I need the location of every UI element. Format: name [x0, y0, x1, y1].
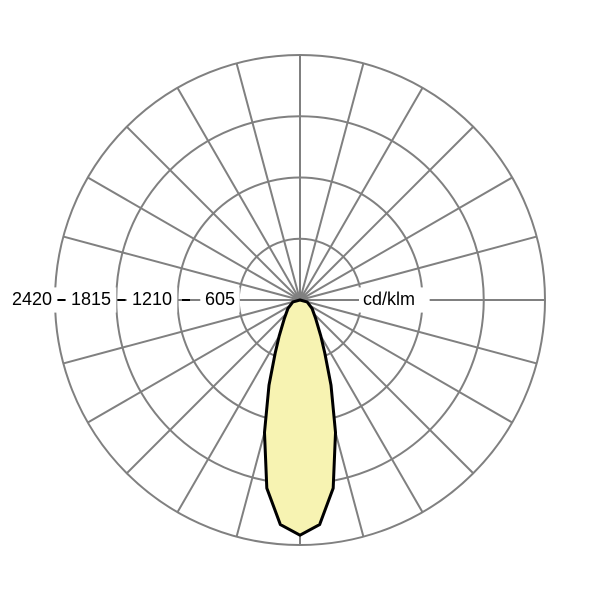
photometric-polar-chart: 605 1210 1815 2420 cd/klm: [0, 0, 600, 600]
axis-tick-label: 2420: [12, 289, 52, 309]
axis-unit-label: cd/klm: [363, 289, 415, 309]
axis-tick-label: 1815: [71, 289, 111, 309]
axis-labels: 605 1210 1815 2420 cd/klm: [7, 287, 430, 312]
axis-tick-label: 605: [205, 289, 235, 309]
axis-tick-label: 1210: [132, 289, 172, 309]
